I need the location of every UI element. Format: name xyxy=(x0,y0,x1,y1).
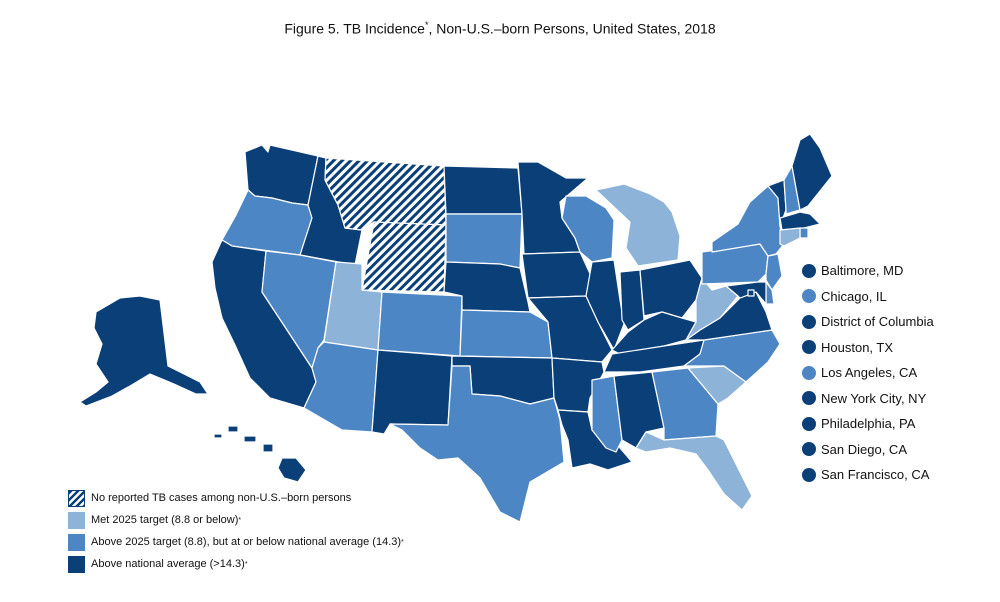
legend-item-no-data: No reported TB cases among non-U.S.–born… xyxy=(68,487,404,509)
state-ak xyxy=(79,295,209,407)
legend-asterisk: * xyxy=(244,560,248,568)
state-fl xyxy=(635,431,753,511)
state-ma xyxy=(779,211,821,231)
city-label: Houston, TX xyxy=(821,339,894,355)
state-nd xyxy=(443,165,523,215)
state-ny xyxy=(711,185,785,257)
state-mi xyxy=(595,183,681,267)
legend-swatch xyxy=(68,555,85,573)
state-oh xyxy=(639,259,703,319)
city-marker-icon xyxy=(802,263,816,278)
legend-label: Above 2025 target (8.8), but at or below… xyxy=(91,536,402,548)
city-label: Chicago, IL xyxy=(821,288,887,304)
city-label: San Francisco, CA xyxy=(821,467,930,483)
legend-item-above-target: Above 2025 target (8.8), but at or below… xyxy=(68,531,404,553)
state-mt xyxy=(324,157,447,231)
state-wy xyxy=(361,221,447,293)
legend-asterisk: * xyxy=(238,516,242,524)
state-ia xyxy=(521,251,593,299)
state-co xyxy=(377,291,463,357)
city-label: District of Columbia xyxy=(821,314,934,330)
state-ks xyxy=(459,309,553,359)
state-tx xyxy=(389,365,565,523)
legend-swatch xyxy=(68,511,85,529)
city-item: San Diego, CA xyxy=(802,437,934,463)
title-text-rest: , Non-U.S.–born Persons, United States, … xyxy=(428,20,716,37)
city-item: San Francisco, CA xyxy=(802,462,934,488)
city-marker-icon xyxy=(802,340,816,355)
state-hi xyxy=(213,425,307,483)
map-legend: No reported TB cases among non-U.S.–born… xyxy=(68,487,404,575)
city-item: Philadelphia, PA xyxy=(802,411,934,437)
legend-item-above-national: Above national average (>14.3) * xyxy=(68,553,404,575)
legend-swatch xyxy=(68,489,85,507)
state-la xyxy=(557,409,633,471)
legend-label: Met 2025 target (8.8 or below) xyxy=(91,514,239,526)
legend-swatch xyxy=(68,533,85,551)
city-item: Chicago, IL xyxy=(802,284,934,310)
map-title: Figure 5. TB Incidence*, Non-U.S.–born P… xyxy=(0,20,1000,37)
legend-asterisk: * xyxy=(401,538,404,546)
city-marker-icon xyxy=(802,365,816,380)
state-ct xyxy=(779,227,801,247)
city-item: New York City, NY xyxy=(802,386,934,412)
city-marker-icon xyxy=(802,314,816,329)
state-md xyxy=(725,281,767,305)
state-ar xyxy=(551,357,605,413)
state-wi xyxy=(561,195,615,263)
city-marker-icon xyxy=(802,467,816,482)
city-list: Baltimore, MD Chicago, IL District of Co… xyxy=(802,258,934,488)
legend-item-met-target: Met 2025 target (8.8 or below) * xyxy=(68,509,404,531)
city-label: San Diego, CA xyxy=(821,441,907,457)
city-marker-icon xyxy=(802,391,816,406)
state-me xyxy=(791,133,833,211)
city-marker-icon xyxy=(802,416,816,431)
state-in xyxy=(619,269,645,331)
legend-label: No reported TB cases among non-U.S.–born… xyxy=(91,492,352,504)
state-ri xyxy=(799,227,809,239)
city-label: Philadelphia, PA xyxy=(821,416,916,432)
state-dc xyxy=(747,289,755,297)
state-nc xyxy=(683,329,781,383)
city-item: Houston, TX xyxy=(802,335,934,361)
state-nh xyxy=(783,165,801,215)
city-marker-icon xyxy=(802,289,816,304)
city-marker-icon xyxy=(802,442,816,457)
legend-label: Above national average (>14.3) xyxy=(91,558,245,570)
title-text: Figure 5. TB Incidence xyxy=(284,20,425,37)
city-item: Baltimore, MD xyxy=(802,258,934,284)
title-asterisk: * xyxy=(424,20,429,30)
city-label: New York City, NY xyxy=(821,390,927,406)
state-nv xyxy=(261,250,337,369)
city-label: Baltimore, MD xyxy=(821,263,904,279)
city-item: Los Angeles, CA xyxy=(802,360,934,386)
city-label: Los Angeles, CA xyxy=(821,365,918,381)
state-il xyxy=(585,259,625,351)
state-sd xyxy=(445,213,523,269)
state-nm xyxy=(371,349,453,435)
city-item: District of Columbia xyxy=(802,309,934,335)
